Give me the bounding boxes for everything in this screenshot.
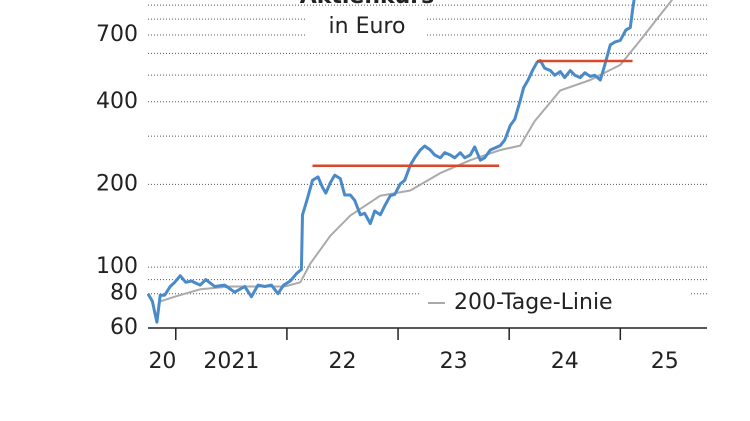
y-tick-label: 200 xyxy=(96,171,138,196)
x-tick-label: 23 xyxy=(440,349,468,374)
legend-bg xyxy=(420,286,690,320)
y-tick-label: 100 xyxy=(96,254,138,279)
legend-label: 200-Tage-Linie xyxy=(454,290,613,315)
x-tick-label: 24 xyxy=(551,349,579,374)
chart-subtitle: in Euro xyxy=(329,14,406,39)
x-tick-label: 25 xyxy=(651,349,679,374)
subtitle-bg xyxy=(305,10,425,42)
y-tick-label: 80 xyxy=(110,281,138,306)
x-tick-label: 2021 xyxy=(203,349,259,374)
y-tick-label: 700 xyxy=(96,22,138,47)
y-tick-label: 400 xyxy=(96,89,138,114)
x-tick-label: 22 xyxy=(328,349,356,374)
series-line xyxy=(146,0,636,324)
y-tick-label: 1000 xyxy=(82,0,138,5)
y-tick-label: 60 xyxy=(110,315,138,340)
chart-title: Aktienkurs xyxy=(300,0,435,9)
x-tick-label: 20 xyxy=(148,349,176,374)
